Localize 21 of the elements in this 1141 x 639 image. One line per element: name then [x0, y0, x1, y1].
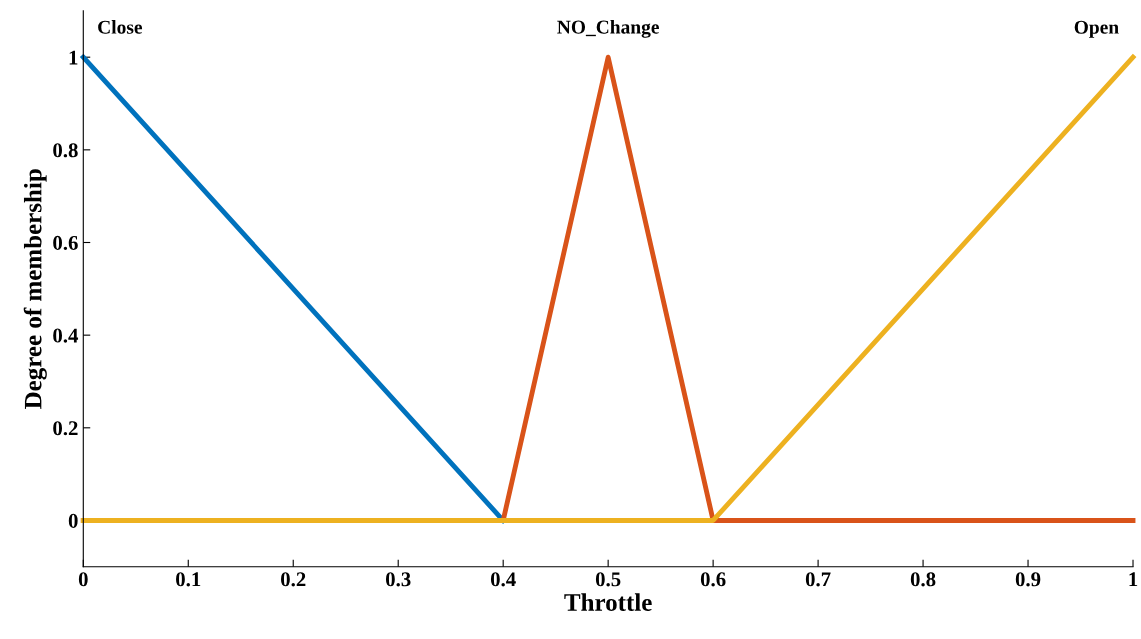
- x-tick-label: 0.6: [700, 572, 726, 587]
- series-label: Close: [98, 20, 143, 34]
- x-tick-label: 0.7: [805, 572, 831, 587]
- y-tick-label: 0: [68, 513, 78, 528]
- series-label: Open: [1074, 20, 1119, 38]
- y-tick-label: 0.4: [53, 328, 79, 343]
- x-tick-label: 0.8: [910, 572, 936, 587]
- x-tick-label: 0.5: [595, 572, 621, 587]
- x-tick-label: 0.3: [385, 572, 411, 587]
- series-label: NO_Change: [557, 19, 659, 38]
- x-axis-title: Throttle: [564, 593, 652, 611]
- x-tick-label: 0.9: [1015, 572, 1041, 587]
- x-tick-label: 1: [1129, 572, 1138, 587]
- y-tick-label: 0.6: [53, 235, 78, 251]
- y-tick-label: 1: [69, 50, 78, 65]
- y-tick-label: 0.8: [53, 143, 78, 158]
- x-tick-label: 0.2: [281, 572, 306, 587]
- y-axis-title: Degree of membership: [23, 169, 47, 409]
- x-tick-label: 0.1: [176, 572, 201, 587]
- y-tick-label: 0.2: [53, 421, 78, 436]
- x-tick-label: 0.4: [490, 572, 516, 587]
